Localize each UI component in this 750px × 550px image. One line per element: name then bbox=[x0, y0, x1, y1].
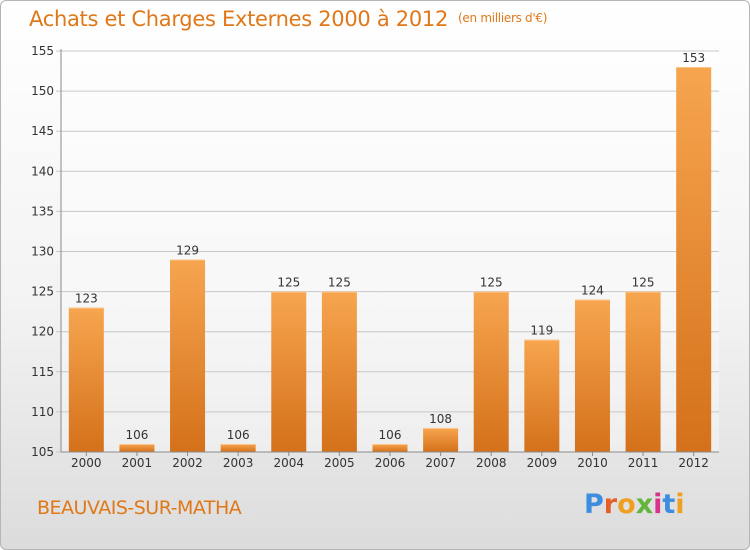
x-tick-label: 2008 bbox=[476, 456, 507, 470]
bar-value-label: 119 bbox=[530, 324, 553, 338]
x-tick-label: 2000 bbox=[71, 456, 102, 470]
y-tick-label: 105 bbox=[31, 445, 54, 459]
bar bbox=[524, 339, 560, 452]
bar-value-label: 153 bbox=[682, 51, 705, 65]
x-tick-label: 2005 bbox=[324, 456, 355, 470]
bar-value-label: 123 bbox=[75, 292, 98, 306]
logo-letter: x bbox=[635, 489, 654, 520]
chart-title: Achats et Charges Externes 2000 à 2012 (e… bbox=[29, 7, 547, 31]
bar bbox=[372, 443, 408, 452]
y-tick-label: 130 bbox=[31, 245, 54, 259]
bar bbox=[271, 291, 307, 452]
bar bbox=[625, 291, 661, 452]
logo-letter: i bbox=[653, 489, 663, 520]
bar bbox=[574, 299, 610, 452]
bar-value-label: 129 bbox=[176, 244, 199, 258]
bar bbox=[423, 427, 459, 452]
x-tick-label: 2007 bbox=[425, 456, 456, 470]
bar-value-label: 106 bbox=[125, 428, 148, 442]
x-tick-label: 2009 bbox=[527, 456, 558, 470]
x-tick-label: 2011 bbox=[628, 456, 659, 470]
x-tick-label: 2012 bbox=[678, 456, 709, 470]
bar-value-label: 124 bbox=[581, 284, 604, 298]
x-tick-label: 2001 bbox=[122, 456, 153, 470]
bar-value-label: 125 bbox=[480, 276, 503, 290]
x-tick-label: 2002 bbox=[172, 456, 203, 470]
logo-letter: P bbox=[584, 489, 604, 520]
logo-letter: r bbox=[603, 489, 618, 520]
location-name: BEAUVAIS-SUR-MATHA bbox=[37, 497, 242, 519]
y-tick-label: 125 bbox=[31, 285, 54, 299]
bar bbox=[119, 443, 155, 452]
bar bbox=[473, 291, 509, 452]
bar-value-label: 125 bbox=[328, 276, 351, 290]
bar bbox=[220, 443, 256, 452]
y-tick-label: 155 bbox=[31, 44, 54, 58]
bar bbox=[68, 307, 104, 452]
x-tick-label: 2010 bbox=[577, 456, 608, 470]
x-tick-label: 2006 bbox=[375, 456, 406, 470]
bar bbox=[676, 67, 712, 452]
y-tick-label: 150 bbox=[31, 84, 54, 98]
bar-value-label: 106 bbox=[379, 428, 402, 442]
bar bbox=[170, 259, 206, 452]
y-tick-label: 110 bbox=[31, 405, 54, 419]
proxiti-logo: Proxiti bbox=[584, 489, 685, 520]
logo-letter: i bbox=[675, 489, 685, 520]
logo-letter: t bbox=[662, 489, 676, 520]
chart-subtitle: (en milliers d'€) bbox=[458, 11, 548, 25]
y-tick-label: 120 bbox=[31, 325, 54, 339]
y-tick-label: 145 bbox=[31, 124, 54, 138]
chart-title-text: Achats et Charges Externes 2000 à 2012 bbox=[29, 7, 449, 31]
y-tick-label: 115 bbox=[31, 365, 54, 379]
bar bbox=[321, 291, 357, 452]
bar-value-label: 125 bbox=[277, 276, 300, 290]
bar-value-label: 108 bbox=[429, 412, 452, 426]
x-tick-label: 2004 bbox=[273, 456, 304, 470]
y-tick-label: 135 bbox=[31, 204, 54, 218]
logo-letter: o bbox=[617, 489, 636, 520]
x-tick-label: 2003 bbox=[223, 456, 254, 470]
y-tick-label: 140 bbox=[31, 164, 54, 178]
bar-value-label: 106 bbox=[227, 428, 250, 442]
bar-value-label: 125 bbox=[632, 276, 655, 290]
